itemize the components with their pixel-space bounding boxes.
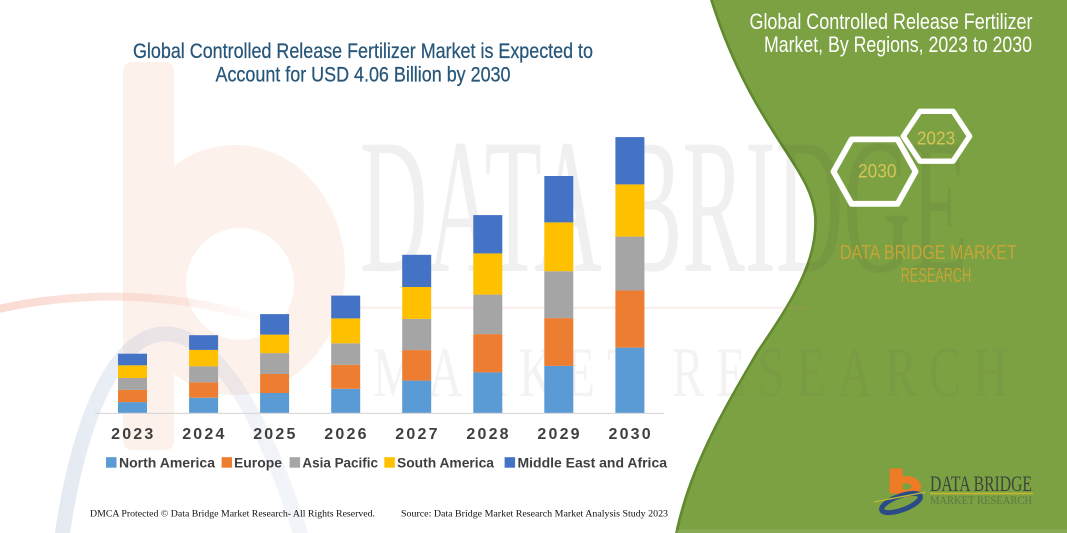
svg-text:MARKET RESEARCH: MARKET RESEARCH (373, 334, 1020, 412)
svg-text:Middle East and Africa: Middle East and Africa (518, 456, 668, 471)
svg-text:2023: 2023 (917, 129, 955, 149)
svg-text:Source: Data Bridge Market Res: Source: Data Bridge Market Research Mark… (401, 510, 668, 520)
svg-text:DATA BRIDGE MARKET: DATA BRIDGE MARKET (840, 241, 1017, 264)
svg-text:Market, By Regions, 2023 to 20: Market, By Regions, 2023 to 2030 (764, 32, 1032, 57)
svg-text:Asia Pacific: Asia Pacific (302, 456, 378, 471)
svg-text:Global Controlled Release Fert: Global Controlled Release Fertilizer Mar… (133, 39, 593, 63)
svg-text:2026: 2026 (324, 426, 368, 443)
svg-text:2028: 2028 (466, 426, 510, 443)
svg-text:2027: 2027 (395, 426, 439, 443)
svg-text:Account for USD 4.06 Billion b: Account for USD 4.06 Billion by 2030 (216, 63, 511, 87)
svg-text:2030: 2030 (858, 161, 897, 183)
svg-text:RESEARCH: RESEARCH (901, 264, 972, 287)
svg-text:2025: 2025 (253, 426, 297, 443)
svg-text:DATA BRIDGE: DATA BRIDGE (930, 471, 1032, 496)
svg-text:2023: 2023 (111, 426, 155, 443)
svg-text:South America: South America (397, 456, 494, 471)
svg-text:2029: 2029 (537, 426, 581, 443)
svg-text:2024: 2024 (182, 426, 226, 443)
svg-text:MARKET RESEARCH: MARKET RESEARCH (930, 495, 1032, 507)
svg-text:North America: North America (119, 456, 216, 471)
svg-text:Global Controlled Release Fert: Global Controlled Release Fertilizer (750, 9, 1033, 34)
svg-text:2030: 2030 (608, 426, 652, 443)
svg-text:Europe: Europe (234, 456, 282, 471)
svg-text:DMCA Protected © Data Bridge M: DMCA Protected © Data Bridge Market Rese… (90, 509, 375, 520)
